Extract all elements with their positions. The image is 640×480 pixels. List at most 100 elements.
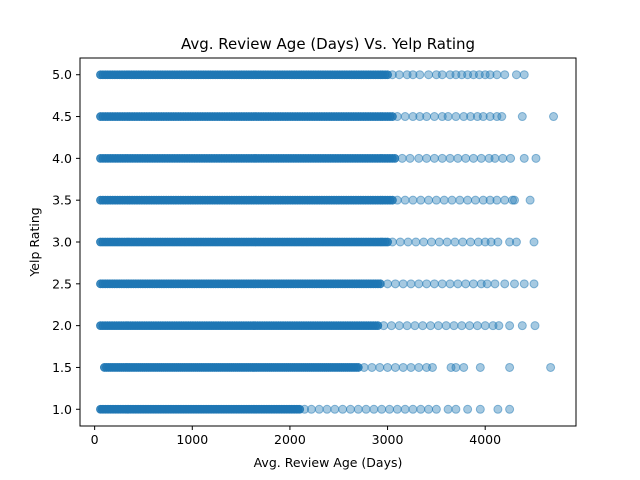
- data-point: [408, 70, 418, 80]
- data-point: [390, 153, 400, 163]
- data-point: [451, 404, 461, 414]
- y-axis: 1.0 1.5 2.0 2.5 3.0 3.5 4.0 4.5 5.0: [52, 67, 80, 417]
- data-point: [300, 404, 310, 414]
- data-point: [398, 279, 408, 289]
- data-point: [383, 237, 392, 247]
- data-point: [519, 153, 529, 163]
- data-point: [431, 404, 441, 414]
- data-point: [322, 404, 332, 414]
- data-point: [441, 321, 451, 331]
- chart-title: Avg. Review Age (Days) Vs. Yelp Rating: [181, 35, 475, 53]
- y-tick-label: 5.0: [52, 67, 72, 82]
- data-point: [463, 195, 473, 205]
- data-point: [422, 112, 432, 122]
- data-point: [416, 195, 426, 205]
- data-point: [519, 279, 529, 289]
- x-tick-label: 1000: [176, 432, 208, 447]
- data-point: [415, 70, 425, 80]
- data-point: [367, 362, 377, 372]
- data-point: [403, 237, 413, 247]
- data-point: [386, 321, 396, 331]
- rating-row-3.5: [96, 195, 535, 205]
- y-tick-label: 1.0: [52, 402, 72, 417]
- x-axis-label: Avg. Review Age (Days): [254, 455, 403, 470]
- data-point: [446, 362, 456, 372]
- y-axis-label: Yelp Rating: [27, 207, 42, 277]
- data-point: [388, 195, 397, 205]
- data-point: [451, 362, 461, 372]
- data-point: [494, 321, 504, 331]
- data-point: [475, 404, 485, 414]
- data-point: [492, 112, 502, 122]
- data-point: [416, 404, 426, 414]
- data-point: [505, 321, 515, 331]
- data-point: [306, 404, 316, 414]
- data-point: [408, 404, 418, 414]
- data-point: [549, 112, 559, 122]
- data-point: [468, 279, 478, 289]
- data-point: [505, 237, 515, 247]
- data-point: [470, 195, 480, 205]
- data-point: [400, 195, 410, 205]
- rating-row-5.0: [96, 70, 529, 80]
- data-point: [422, 279, 432, 289]
- data-point: [359, 362, 369, 372]
- y-tick-label: 2.0: [52, 318, 72, 333]
- data-point: [314, 404, 324, 414]
- y-tick-label: 2.5: [52, 276, 72, 291]
- data-point: [411, 237, 421, 247]
- data-point: [511, 70, 521, 80]
- data-point: [490, 153, 500, 163]
- data-point: [433, 321, 443, 331]
- data-point: [500, 195, 510, 205]
- data-point: [424, 404, 434, 414]
- data-point: [445, 153, 455, 163]
- data-point: [408, 112, 418, 122]
- data-point: [461, 153, 471, 163]
- data-point: [387, 70, 397, 80]
- data-point: [424, 195, 434, 205]
- data-point: [392, 404, 402, 414]
- data-point: [400, 112, 410, 122]
- data-point: [383, 362, 393, 372]
- rating-row-4.0: [96, 153, 541, 163]
- data-point: [437, 70, 447, 80]
- data-point: [463, 404, 473, 414]
- data-point: [369, 404, 379, 414]
- rating-row-2.0: [96, 321, 540, 331]
- data-point: [414, 362, 424, 372]
- data-point: [546, 362, 556, 372]
- data-point: [486, 237, 496, 247]
- data-point: [419, 237, 429, 247]
- data-point: [390, 362, 400, 372]
- data-point: [379, 321, 389, 331]
- data-point: [451, 112, 461, 122]
- data-point: [500, 70, 510, 80]
- data-point: [480, 321, 490, 331]
- data-point: [383, 70, 392, 80]
- data-point: [427, 362, 437, 372]
- rating-row-4.5: [96, 112, 559, 122]
- data-point: [394, 70, 404, 80]
- data-point: [392, 195, 402, 205]
- data-point: [431, 195, 441, 205]
- data-point: [480, 70, 490, 80]
- data-point: [427, 237, 436, 247]
- x-axis: 0 1000 2000 3000 4000: [91, 426, 501, 447]
- data-point: [295, 404, 305, 414]
- data-point: [466, 112, 476, 122]
- y-tick-label: 3.0: [52, 235, 72, 250]
- data-point: [429, 153, 439, 163]
- data-point: [422, 153, 432, 163]
- data-point: [493, 237, 503, 247]
- data-point: [466, 237, 476, 247]
- data-point: [406, 362, 416, 372]
- data-point: [434, 237, 444, 247]
- data-point: [442, 237, 452, 247]
- y-tick-label: 1.5: [52, 360, 72, 375]
- data-point: [345, 404, 355, 414]
- data-point: [457, 321, 467, 331]
- data-point: [375, 279, 385, 289]
- data-point: [405, 153, 415, 163]
